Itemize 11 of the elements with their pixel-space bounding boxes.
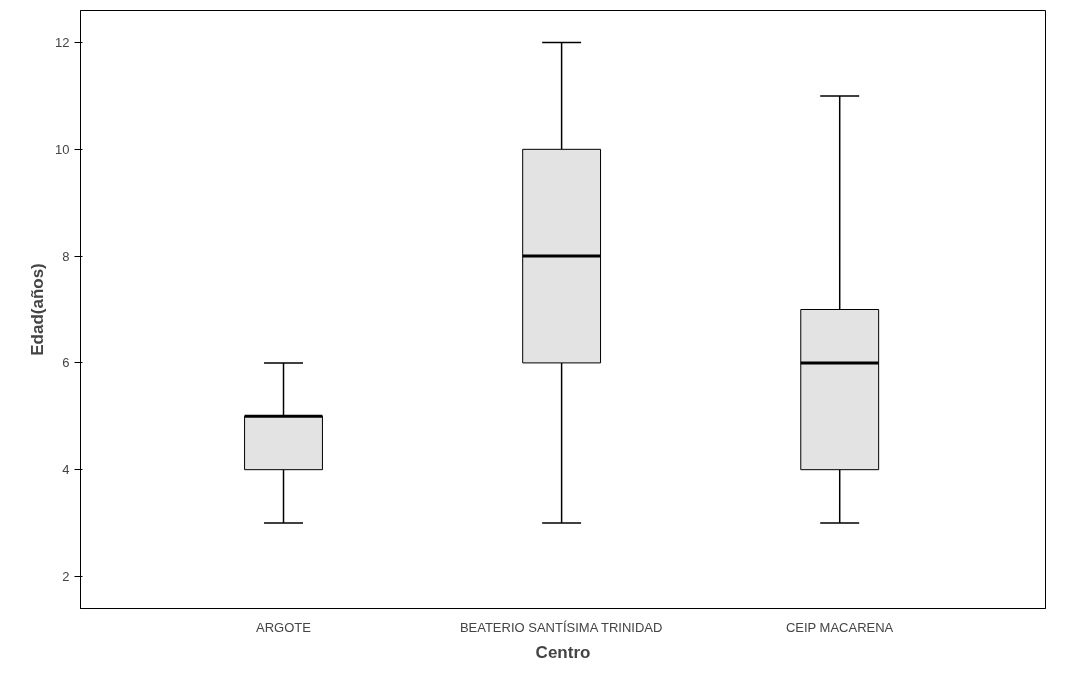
x-tick-label: ARGOTE bbox=[256, 619, 312, 635]
y-tick-label: 10 bbox=[55, 141, 70, 157]
x-tick-label: CEIP MACARENA bbox=[785, 619, 894, 635]
y-tick-label: 6 bbox=[62, 355, 70, 371]
y-tick-label: 12 bbox=[55, 35, 70, 51]
y-tick-label: 2 bbox=[62, 568, 70, 584]
y-tick-label: 4 bbox=[62, 462, 70, 478]
x-axis-title: Centro bbox=[535, 642, 591, 662]
y-tick-label: 8 bbox=[62, 248, 70, 264]
y-axis-title: Edad(años) bbox=[28, 263, 48, 356]
x-tick-label: BEATERIO SANTÍSIMA TRINIDAD bbox=[459, 619, 663, 635]
